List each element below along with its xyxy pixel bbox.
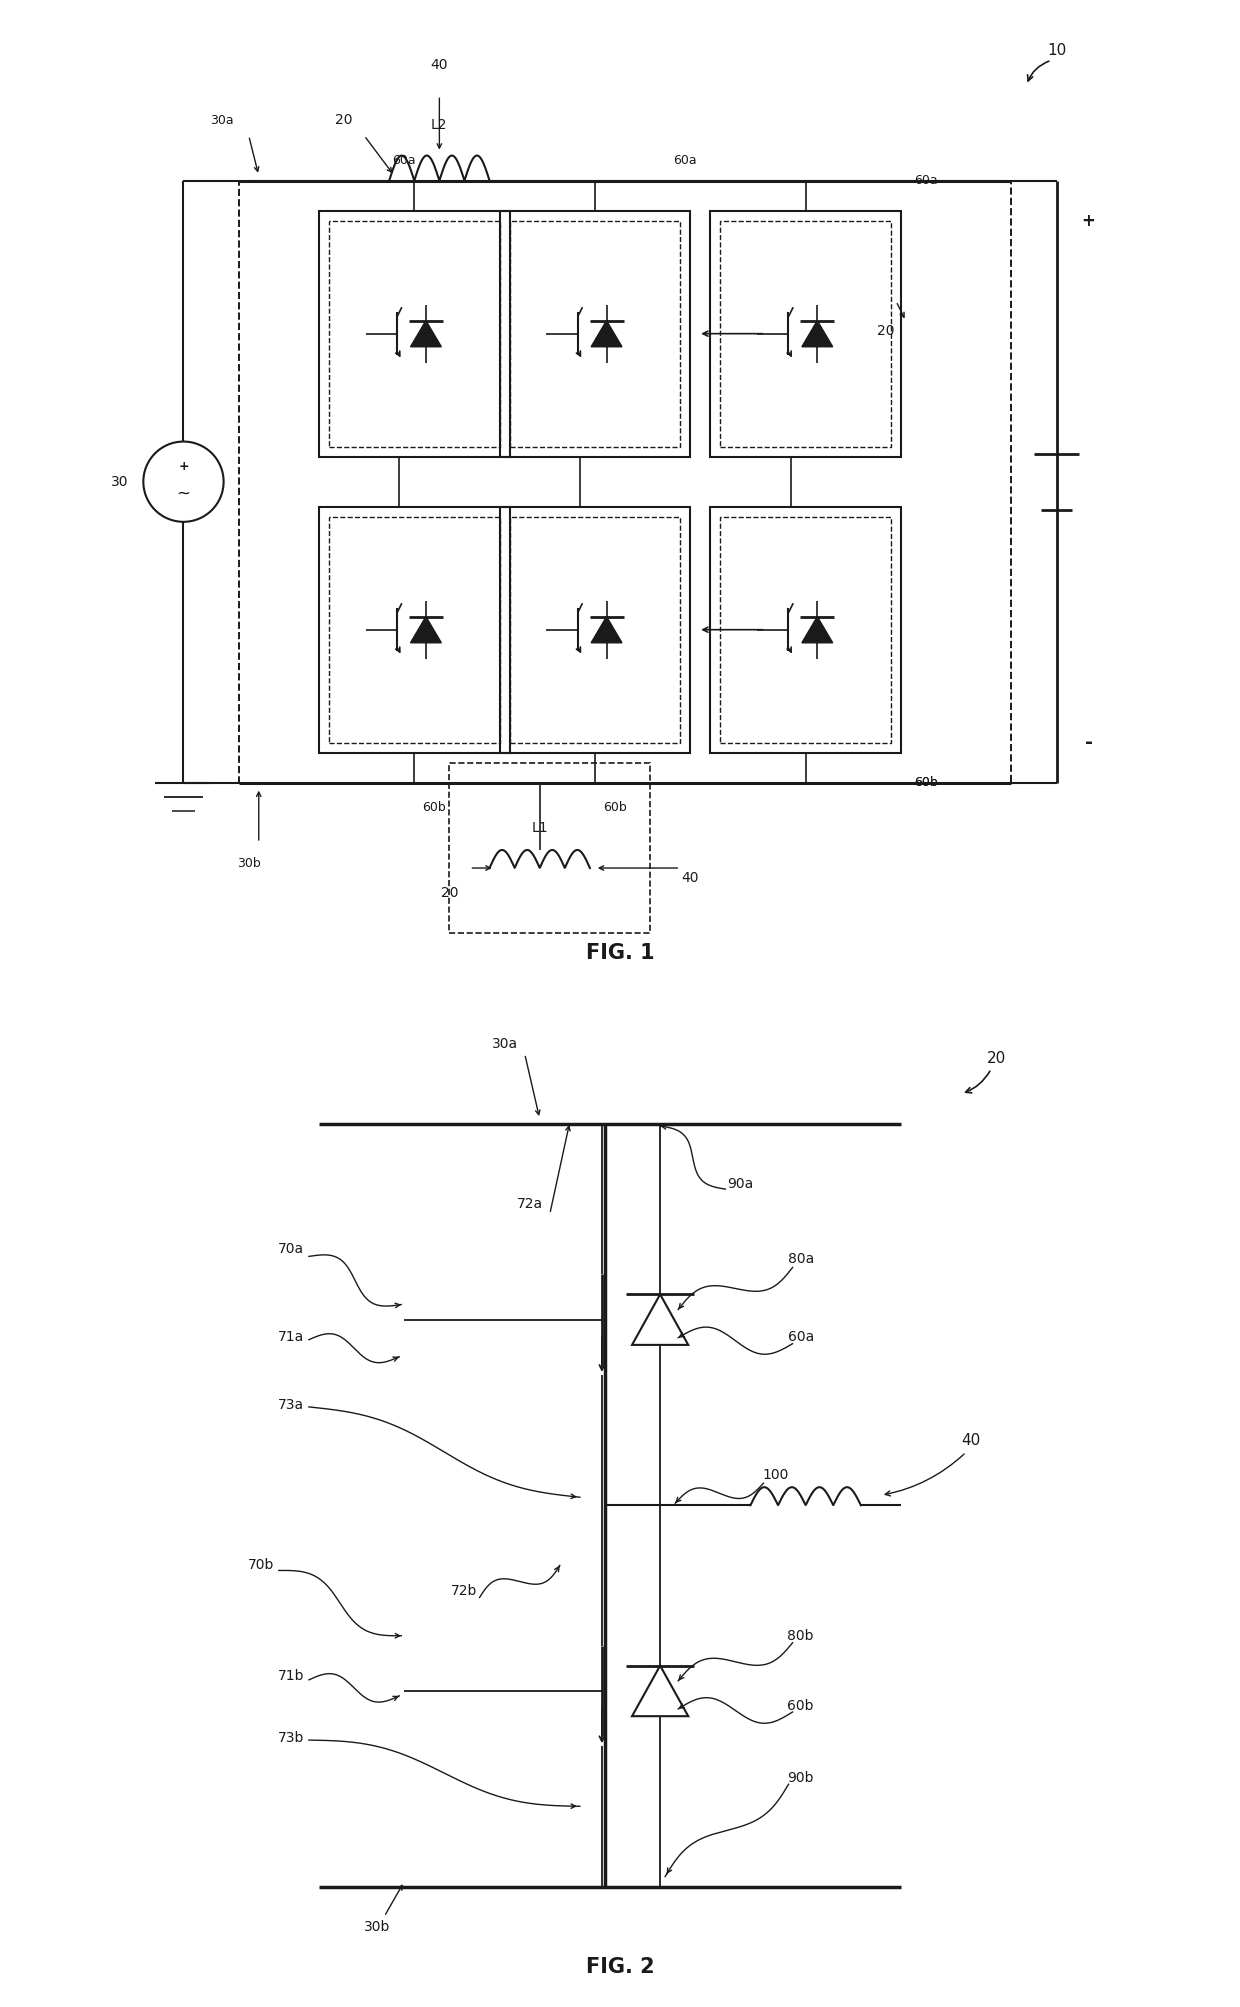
Polygon shape (591, 321, 622, 347)
Polygon shape (802, 321, 833, 347)
Text: 40: 40 (682, 871, 699, 885)
Bar (510, 221, 681, 448)
Text: +: + (179, 460, 188, 474)
Bar (720, 518, 892, 743)
Text: FIG. 2: FIG. 2 (585, 1957, 655, 1977)
Text: 60a: 60a (787, 1331, 813, 1343)
Polygon shape (591, 616, 622, 642)
Polygon shape (410, 321, 441, 347)
Bar (500, 506, 691, 753)
Text: 70a: 70a (278, 1242, 304, 1256)
Text: 20: 20 (987, 1052, 1006, 1066)
Text: 30a: 30a (491, 1038, 517, 1050)
Bar (720, 221, 892, 448)
Text: L2: L2 (432, 118, 448, 132)
Bar (329, 518, 500, 743)
Polygon shape (802, 616, 833, 642)
Bar (510, 518, 681, 743)
Text: 60a: 60a (392, 155, 417, 167)
Text: 60b: 60b (423, 801, 446, 815)
Text: 20: 20 (877, 325, 895, 337)
Text: 60a: 60a (673, 155, 697, 167)
Text: 73b: 73b (278, 1732, 304, 1744)
Bar (238, 181, 1012, 783)
Text: 60b: 60b (914, 777, 937, 789)
Text: 71b: 71b (278, 1670, 304, 1682)
Text: 60b: 60b (787, 1700, 813, 1712)
Text: 72a: 72a (517, 1198, 543, 1210)
Text: FIG. 1: FIG. 1 (585, 943, 655, 963)
Text: 100: 100 (763, 1469, 789, 1481)
Text: -: - (1085, 733, 1092, 753)
Text: 10: 10 (1047, 42, 1066, 58)
Text: 60b: 60b (603, 801, 627, 815)
Text: 90a: 90a (728, 1178, 754, 1190)
Text: 20: 20 (335, 114, 353, 126)
Text: 30: 30 (110, 476, 128, 488)
Text: 70b: 70b (248, 1559, 274, 1571)
Text: L1: L1 (532, 821, 548, 835)
Text: ~: ~ (176, 486, 191, 502)
Bar (319, 506, 510, 753)
Bar (500, 211, 691, 458)
Text: 73a: 73a (278, 1399, 304, 1411)
Bar (711, 211, 901, 458)
Bar (329, 221, 500, 448)
Text: 40: 40 (430, 58, 448, 72)
Text: 20: 20 (440, 887, 458, 899)
Text: 30a: 30a (210, 114, 233, 126)
Text: 80b: 80b (787, 1630, 813, 1642)
Text: 60b: 60b (914, 777, 937, 789)
Text: 30b: 30b (365, 1921, 391, 1933)
Text: 30b: 30b (237, 857, 260, 869)
Polygon shape (410, 616, 441, 642)
Bar (449, 763, 650, 933)
Text: 60a: 60a (914, 175, 937, 187)
Text: 72b: 72b (451, 1584, 477, 1598)
Bar (319, 211, 510, 458)
Text: 90b: 90b (787, 1772, 813, 1784)
Text: 40: 40 (961, 1433, 981, 1447)
Text: +: + (1081, 213, 1096, 229)
Text: 71a: 71a (278, 1331, 304, 1343)
Bar (711, 506, 901, 753)
Text: 80a: 80a (787, 1252, 813, 1266)
